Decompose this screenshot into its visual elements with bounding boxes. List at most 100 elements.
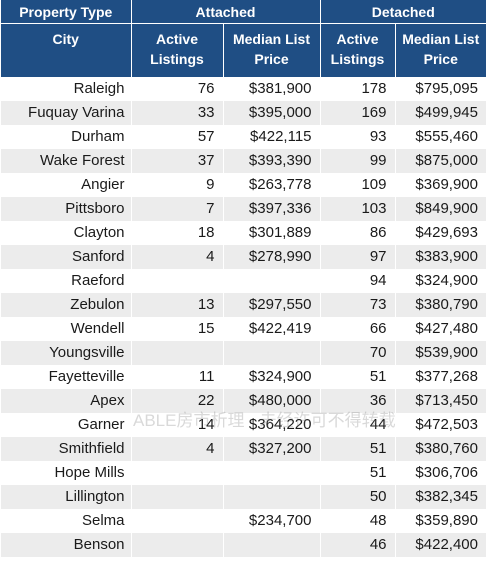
table-row: Benson 46 $422,400: [1, 532, 486, 557]
attached-price-cell: $422,115: [223, 124, 321, 149]
attached-active-cell: 22: [131, 388, 224, 413]
detached-price-cell: $359,890: [395, 508, 486, 533]
attached-active-cell: 9: [131, 172, 224, 197]
attached-active-cell: [131, 508, 224, 533]
attached-price-cell: $397,336: [223, 196, 321, 221]
detached-active-cell: 94: [320, 268, 396, 293]
table-row: Clayton 18 $301,889 86 $429,693: [1, 220, 486, 245]
detached-active-cell: 169: [320, 100, 396, 125]
table-row: Apex 22 $480,000 36 $713,450: [1, 388, 486, 413]
attached-price-cell: [223, 484, 321, 509]
table-row: Fayetteville 11 $324,900 51 $377,268: [1, 364, 486, 389]
attached-active-cell: 4: [131, 436, 224, 461]
detached-price-cell: $380,790: [395, 292, 486, 317]
attached-price-cell: [223, 268, 321, 293]
detached-active-cell: 36: [320, 388, 396, 413]
city-cell: Fuquay Varina: [1, 100, 132, 125]
attached-price-cell: $393,390: [223, 148, 321, 173]
attached-price-cell: $327,200: [223, 436, 321, 461]
detached-active-cell: 99: [320, 148, 396, 173]
city-cell: Lillington: [1, 484, 132, 509]
detached-price-cell: $429,693: [395, 220, 486, 245]
attached-active-cell: 14: [131, 412, 224, 437]
detached-price-cell: $875,000: [395, 148, 486, 173]
attached-active-cell: [131, 484, 224, 509]
city-cell: Youngsville: [1, 340, 132, 365]
city-cell: Raeford: [1, 268, 132, 293]
table-row: Lillington 50 $382,345: [1, 484, 486, 509]
attached-active-cell: [131, 268, 224, 293]
attached-price-cell: [223, 532, 321, 557]
table-row: Raeford 94 $324,900: [1, 268, 486, 293]
attached-price-cell: [223, 460, 321, 485]
attached-active-cell: 11: [131, 364, 224, 389]
attached-active-cell: 15: [131, 316, 224, 341]
city-cell: Hope Mills: [1, 460, 132, 485]
detached-price-cell: $713,450: [395, 388, 486, 413]
city-cell: Garner: [1, 412, 132, 437]
city-cell: Clayton: [1, 220, 132, 245]
attached-active-cell: [131, 340, 224, 365]
attached-group-header: Attached: [131, 0, 321, 24]
detached-active-cell: 103: [320, 196, 396, 221]
detached-price-cell: $427,480: [395, 316, 486, 341]
detached-active-cell: 97: [320, 244, 396, 269]
city-cell: Smithfield: [1, 436, 132, 461]
table-row: Durham 57 $422,115 93 $555,460: [1, 124, 486, 149]
detached-group-header: Detached: [320, 0, 486, 24]
table-row: Sanford 4 $278,990 97 $383,900: [1, 244, 486, 269]
detached-price-cell: $383,900: [395, 244, 486, 269]
table-row: Raleigh 76 $381,900 178 $795,095: [1, 76, 486, 101]
detached-active-cell: 109: [320, 172, 396, 197]
table-row: Selma $234,700 48 $359,890: [1, 508, 486, 533]
table-row: Fuquay Varina 33 $395,000 169 $499,945: [1, 100, 486, 125]
detached-active-cell: 93: [320, 124, 396, 149]
attached-price-cell: [223, 340, 321, 365]
city-cell: Wendell: [1, 316, 132, 341]
detached-active-cell: 48: [320, 508, 396, 533]
detached-active-cell: 51: [320, 364, 396, 389]
attached-price-cell: $422,419: [223, 316, 321, 341]
attached-price-cell: $297,550: [223, 292, 321, 317]
detached-active-cell: 50: [320, 484, 396, 509]
detached-price-cell: $472,503: [395, 412, 486, 437]
city-cell: Selma: [1, 508, 132, 533]
detached-active-cell: 66: [320, 316, 396, 341]
attached-active-cell: 37: [131, 148, 224, 173]
attached-price-cell: $301,889: [223, 220, 321, 245]
detached-active-cell: 44: [320, 412, 396, 437]
detached-price-cell: $422,400: [395, 532, 486, 557]
attached-active-cell: 13: [131, 292, 224, 317]
detached-price-cell: $555,460: [395, 124, 486, 149]
detached-price-cell: $539,900: [395, 340, 486, 365]
detached-active-cell: 178: [320, 76, 396, 101]
attached-price-cell: $381,900: [223, 76, 321, 101]
city-cell: Zebulon: [1, 292, 132, 317]
city-cell: Angier: [1, 172, 132, 197]
attached-price-cell: $324,900: [223, 364, 321, 389]
attached-price-cell: $364,220: [223, 412, 321, 437]
attached-active-cell: 57: [131, 124, 224, 149]
city-header: City: [1, 23, 132, 77]
detached-price-cell: $382,345: [395, 484, 486, 509]
table-row: Wendell 15 $422,419 66 $427,480: [1, 316, 486, 341]
detached-price-cell: $324,900: [395, 268, 486, 293]
attached-active-cell: [131, 532, 224, 557]
attached-active-cell: 4: [131, 244, 224, 269]
attached-price-cell: $263,778: [223, 172, 321, 197]
table-row: Smithfield 4 $327,200 51 $380,760: [1, 436, 486, 461]
city-cell: Raleigh: [1, 76, 132, 101]
detached-price-cell: $369,900: [395, 172, 486, 197]
attached-active-cell: 76: [131, 76, 224, 101]
table-row: Zebulon 13 $297,550 73 $380,790: [1, 292, 486, 317]
city-cell: Benson: [1, 532, 132, 557]
table-row: Garner 14 $364,220 44 $472,503: [1, 412, 486, 437]
attached-price-cell: $278,990: [223, 244, 321, 269]
detached-active-cell: 51: [320, 460, 396, 485]
city-cell: Durham: [1, 124, 132, 149]
attached-active-cell: [131, 460, 224, 485]
city-cell: Pittsboro: [1, 196, 132, 221]
city-cell: Sanford: [1, 244, 132, 269]
attached-price-cell: $395,000: [223, 100, 321, 125]
